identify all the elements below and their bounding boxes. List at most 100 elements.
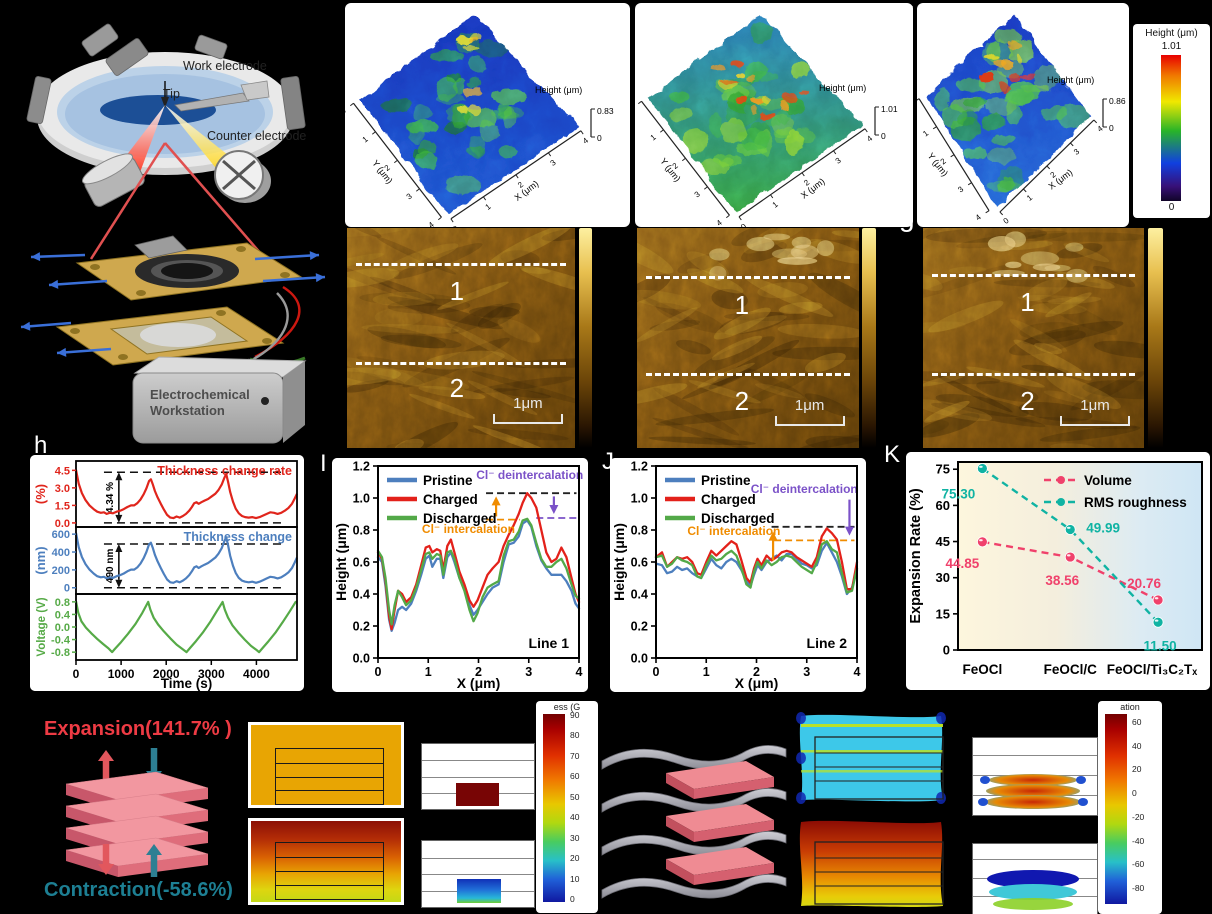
svg-text:-0.4: -0.4 (51, 635, 71, 647)
svg-text:(nm): (nm) (33, 546, 48, 574)
svg-text:Y (μm): Y (μm) (370, 158, 395, 185)
svg-text:75: 75 (936, 462, 950, 477)
svg-text:600: 600 (52, 529, 70, 541)
svg-text:0.0: 0.0 (55, 622, 70, 634)
stress-hotspot (456, 783, 499, 806)
section-line-1 (931, 274, 1136, 278)
svg-text:Height (μm): Height (μm) (611, 523, 627, 601)
gold-colorbar-e (579, 228, 592, 448)
colorbar-tick: 40 (1132, 740, 1142, 751)
colorbar-tick: -20 (1132, 811, 1145, 822)
height-colorbar: Height (μm) 1.01 0 (1133, 24, 1210, 218)
stress-colorbar-gradient (543, 714, 565, 902)
svg-text:Charged: Charged (701, 492, 756, 507)
svg-text:Volume: Volume (1084, 473, 1132, 488)
svg-text:Height (μm): Height (μm) (1047, 75, 1094, 85)
fem-mxene-contraction-map (793, 816, 949, 914)
colorbar-tick: 70 (570, 750, 580, 761)
afm-2d-image-f (601, 213, 892, 453)
svg-text:Height (μm): Height (μm) (535, 85, 582, 95)
fem-contraction-field (251, 821, 401, 902)
svg-text:3000: 3000 (198, 667, 225, 681)
ecafm-schematic: Work electrode Tip Counter electrode Ele… (15, 5, 335, 450)
svg-text:38.56: 38.56 (1045, 573, 1079, 588)
svg-text:3: 3 (525, 665, 532, 679)
fem-mxene-expansion-map (793, 710, 949, 812)
fem-contraction-map (248, 818, 404, 905)
svg-text:Voltage (V): Voltage (V) (36, 597, 48, 656)
svg-text:3: 3 (1072, 147, 1081, 157)
svg-text:44.85: 44.85 (946, 556, 980, 571)
fem-geometry-outline (275, 748, 384, 805)
fem-expansion-field (251, 725, 401, 805)
mxene-stack-drawing (601, 745, 787, 899)
colorbar-tick: -60 (1132, 859, 1145, 870)
section-line-2 (645, 373, 851, 377)
work-electrode-label: Work electrode (183, 59, 267, 73)
stress-colorbar-l: ess (G 90 80 70 60 50 40 30 20 10 0 (536, 701, 598, 913)
svg-text:0.4: 0.4 (631, 588, 648, 602)
region-1-label: 1 (449, 276, 465, 307)
scale-bar: 1μm (492, 395, 563, 425)
svg-text:Line 2: Line 2 (807, 635, 848, 651)
colorbar-tick: 50 (570, 791, 580, 802)
svg-text:Pristine: Pristine (701, 473, 751, 488)
svg-text:4.34 %: 4.34 % (105, 482, 116, 513)
svg-text:1: 1 (703, 665, 710, 679)
scale-bar-label: 1μm (794, 397, 825, 415)
svg-text:4: 4 (581, 136, 590, 146)
ecafm-schematic-drawing (20, 23, 326, 444)
svg-text:2: 2 (475, 665, 482, 679)
svg-text:0.4: 0.4 (353, 588, 370, 602)
svg-text:4: 4 (854, 665, 861, 679)
colorbar-tick: 90 (570, 710, 580, 720)
stress-result-contraction (421, 840, 535, 908)
svg-text:Cl⁻ deintercalation: Cl⁻ deintercalation (751, 482, 858, 496)
gold-colorbar-f (862, 228, 876, 448)
height-colorbar-gradient (1161, 55, 1181, 201)
svg-text:0.8: 0.8 (631, 524, 648, 538)
afm-2d-panel-e: 1 2 1μm (301, 218, 625, 464)
svg-text:400: 400 (52, 547, 70, 559)
svg-text:0.0: 0.0 (631, 652, 648, 666)
svg-text:3: 3 (405, 191, 414, 201)
svg-text:4.5: 4.5 (55, 465, 70, 477)
svg-text:0: 0 (881, 131, 886, 141)
svg-text:0: 0 (1002, 216, 1011, 226)
svg-text:Time (s): Time (s) (161, 676, 213, 691)
svg-text:0.0: 0.0 (353, 652, 370, 666)
panel-letter-h: h (34, 432, 48, 459)
colorbar-tick: 10 (570, 873, 580, 884)
svg-text:4: 4 (974, 212, 983, 222)
thickness-voltage-panel: 4.34 % 0.0 1.5 3.0 4.5 (%) Thickness change ra… (30, 455, 304, 691)
svg-text:Discharged: Discharged (701, 511, 775, 526)
svg-text:2: 2 (1049, 170, 1058, 180)
deformation-result-expansion (972, 737, 1098, 816)
gold-colorbar-g (1148, 228, 1163, 448)
svg-text:4: 4 (576, 665, 583, 679)
colorbar-tick: 60 (1132, 717, 1142, 727)
svg-text:0: 0 (64, 583, 70, 595)
svg-text:0: 0 (597, 133, 602, 143)
svg-text:49.99: 49.99 (1086, 521, 1120, 536)
svg-text:Cl⁻ deintercalation: Cl⁻ deintercalation (476, 468, 583, 482)
svg-text:45: 45 (936, 534, 950, 549)
stress-result-expansion (421, 743, 535, 810)
svg-text:0.0: 0.0 (55, 518, 70, 530)
svg-text:0.83: 0.83 (597, 106, 614, 116)
section-line-2 (356, 362, 566, 366)
svg-text:2: 2 (802, 178, 811, 188)
svg-text:0.6: 0.6 (631, 556, 648, 570)
colorbar-tick: -40 (1132, 835, 1145, 846)
mxene-stack-diagram (596, 733, 792, 910)
height-colorbar-min: 0 (1168, 202, 1175, 213)
region-1-label: 1 (1020, 287, 1035, 318)
svg-text:2: 2 (753, 665, 760, 679)
svg-text:Cl⁻ intercalation: Cl⁻ intercalation (687, 524, 780, 538)
svg-text:1: 1 (771, 200, 780, 210)
svg-text:15: 15 (936, 606, 950, 621)
svg-text:200: 200 (52, 565, 70, 577)
